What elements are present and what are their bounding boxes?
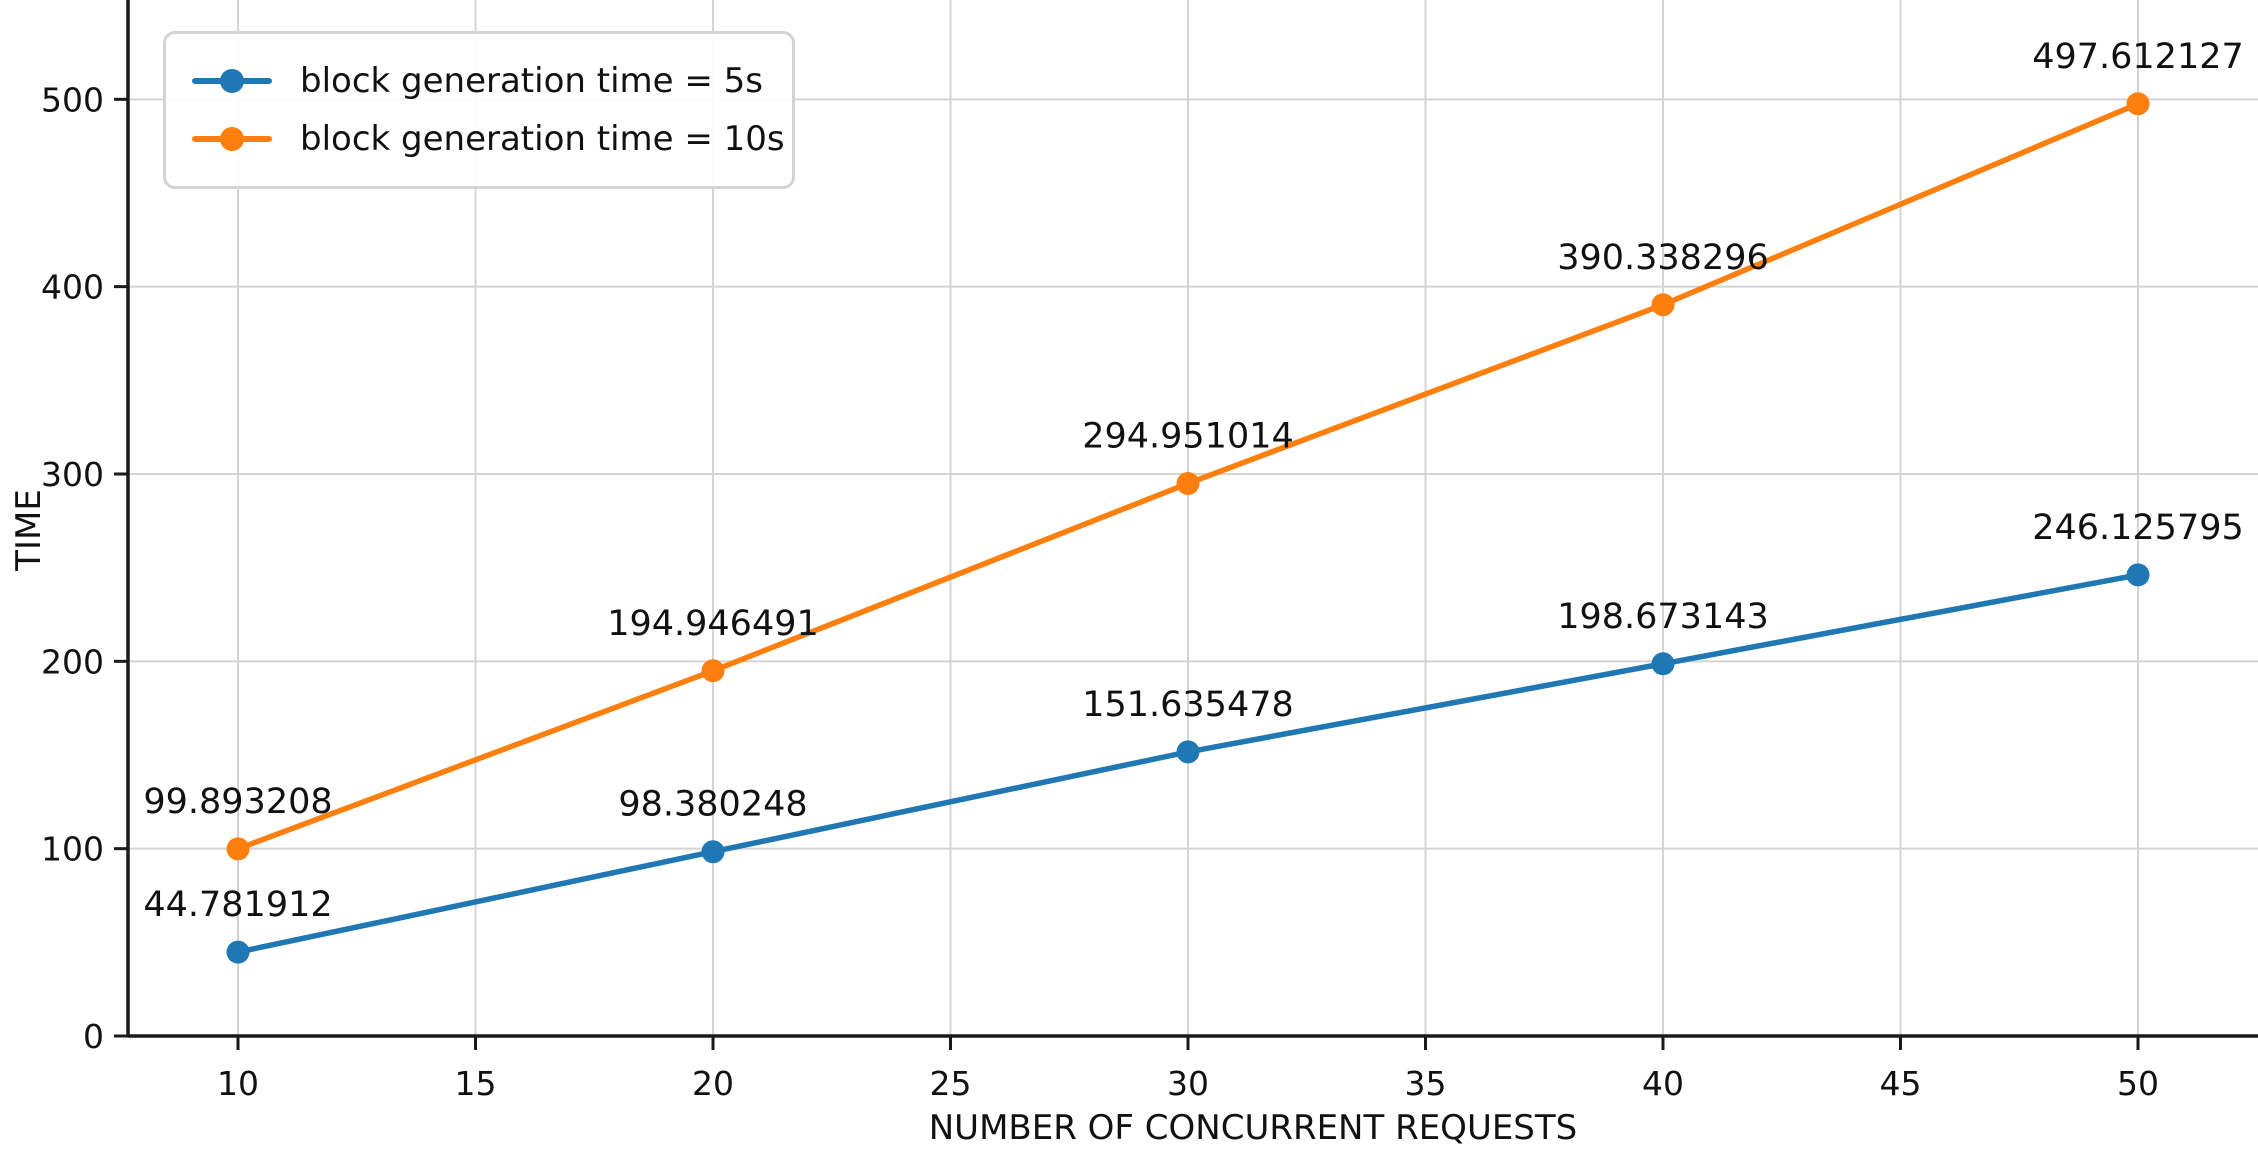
y-tick-label: 200 (41, 642, 104, 681)
data-point-label: 151.635478 (1082, 685, 1294, 725)
x-tick-label: 20 (692, 1064, 734, 1103)
legend: block generation time = 5s block generat… (163, 31, 795, 189)
y-tick-label: 100 (41, 830, 104, 869)
y-tick-label: 0 (83, 1017, 104, 1056)
y-tick-label: 400 (41, 268, 104, 307)
x-tick-label: 40 (1642, 1064, 1684, 1103)
data-point-label: 99.893208 (143, 782, 332, 822)
y-axis-title: TIME (9, 489, 49, 572)
data-point-label: 198.673143 (1557, 597, 1769, 637)
data-point (1651, 293, 1675, 317)
data-point-label: 497.612127 (2032, 37, 2244, 77)
data-point-label: 194.946491 (607, 604, 819, 644)
data-point (1651, 652, 1675, 676)
legend-entry-label: block generation time = 5s (300, 61, 764, 101)
data-point-label: 294.951014 (1082, 416, 1294, 456)
data-point-label: 98.380248 (618, 785, 807, 825)
x-tick-label: 25 (930, 1064, 972, 1103)
x-tick-label: 45 (1880, 1064, 1922, 1103)
legend-entry: block generation time = 5s (192, 64, 766, 98)
data-point (2126, 563, 2150, 587)
x-tick-label: 10 (217, 1064, 259, 1103)
x-tick-label: 35 (1405, 1064, 1447, 1103)
x-tick-label: 50 (2117, 1064, 2159, 1103)
y-tick-label: 300 (41, 455, 104, 494)
circle-marker-icon (220, 69, 244, 93)
data-point-label: 44.781912 (143, 885, 332, 925)
x-tick-label: 15 (455, 1064, 497, 1103)
data-point-label: 390.338296 (1557, 238, 1769, 278)
x-tick-label: 30 (1167, 1064, 1209, 1103)
data-point (226, 940, 250, 964)
data-point (2126, 92, 2150, 116)
data-point (1176, 740, 1200, 764)
series-1-marker-icon (192, 127, 272, 151)
data-point (701, 840, 725, 864)
data-point-label: 246.125795 (2032, 508, 2244, 548)
series-0-marker-icon (192, 69, 272, 93)
data-point (226, 837, 250, 861)
data-point (1176, 471, 1200, 495)
legend-entry-label: block generation time = 10s (300, 119, 785, 159)
y-tick-label: 500 (41, 80, 104, 119)
legend-entry: block generation time = 10s (192, 122, 785, 156)
circle-marker-icon (220, 127, 244, 151)
x-axis-title: NUMBER OF CONCURRENT REQUESTS (929, 1108, 1578, 1148)
data-point (701, 659, 725, 683)
